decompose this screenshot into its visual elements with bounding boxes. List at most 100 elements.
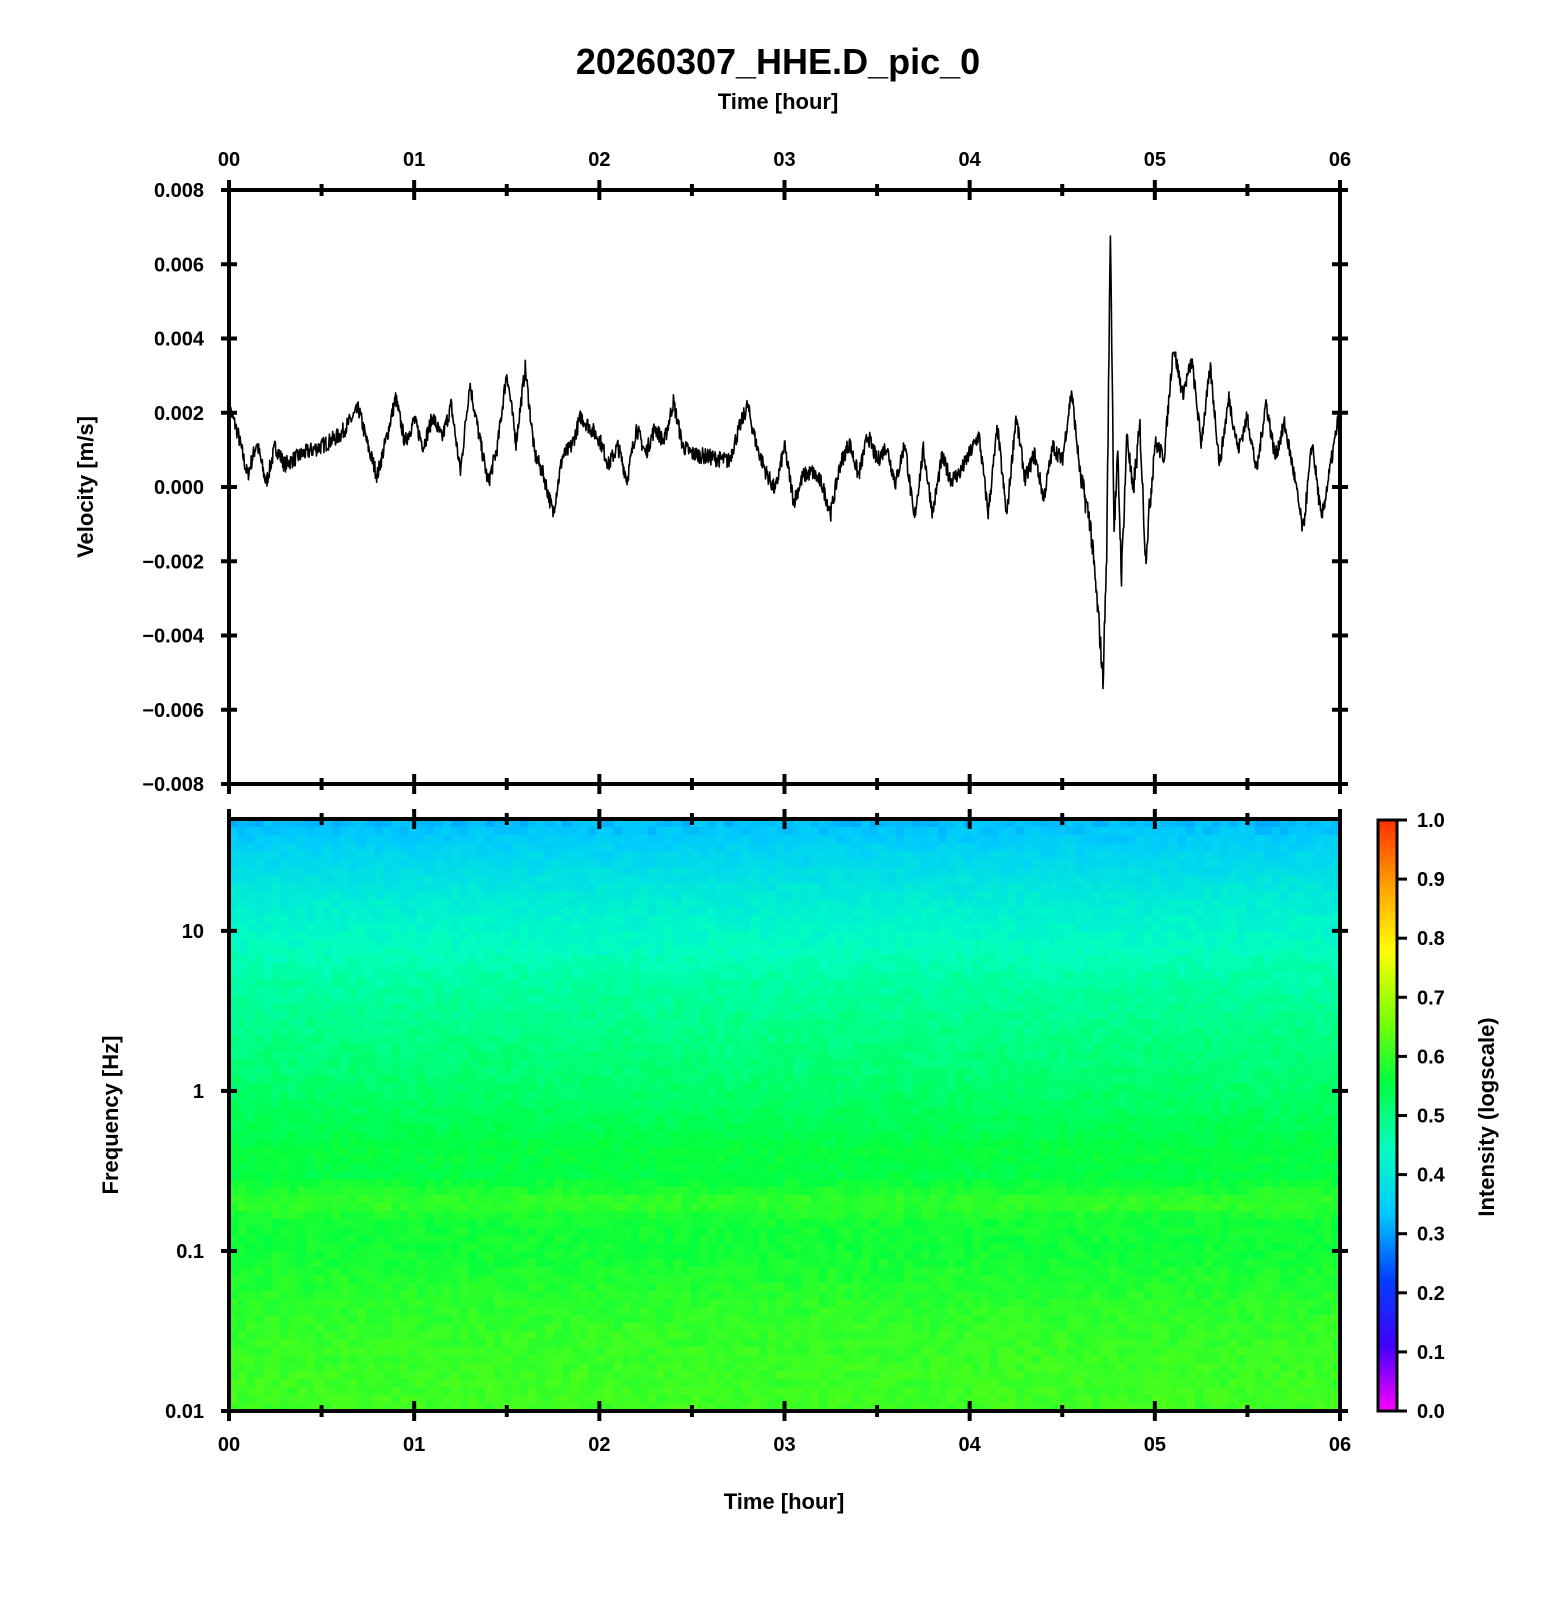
- spectrogram-cell: [587, 963, 598, 972]
- spectrogram-cell: [519, 971, 529, 980]
- spectrogram-cell: [442, 995, 452, 1004]
- spectrogram-cell: [1023, 947, 1033, 956]
- spectrogram-cell: [946, 1091, 957, 1100]
- spectrogram-cell: [775, 1107, 786, 1116]
- spectrogram-cell: [639, 923, 649, 932]
- spectrogram-cell: [1322, 1107, 1333, 1116]
- spectrogram-cell: [810, 955, 820, 964]
- spectrogram-cell: [1049, 1099, 1059, 1108]
- spectrogram-cell: [271, 819, 281, 828]
- spectrogram-cell: [1220, 1043, 1230, 1052]
- spectrogram-cell: [784, 955, 794, 964]
- spectrogram-cell: [801, 1019, 811, 1028]
- spectrogram-cell: [263, 883, 273, 892]
- spectrogram-cell: [323, 963, 333, 972]
- top-x-tick-label: 02: [588, 149, 610, 171]
- spectrogram-cell: [1143, 1059, 1153, 1068]
- spectrogram-cell: [998, 891, 1008, 900]
- spectrogram-cell: [699, 979, 709, 988]
- spectrogram-cell: [297, 915, 307, 924]
- spectrogram-cell: [972, 995, 982, 1004]
- spectrogram-cell: [1254, 931, 1264, 940]
- spectrogram-cell: [1015, 907, 1025, 916]
- spectrogram-cell: [912, 1107, 922, 1116]
- spectrogram-cell: [741, 835, 751, 844]
- spectrogram-cell: [681, 963, 692, 972]
- spectrogram-cell: [502, 867, 512, 876]
- spectrogram-cell: [323, 1075, 333, 1084]
- spectrogram-cell: [528, 1067, 538, 1076]
- spectrogram-cell: [895, 963, 905, 972]
- spectrogram-cell: [639, 1019, 649, 1028]
- spectrogram-cell: [1228, 1019, 1239, 1028]
- spectrogram-cell: [835, 899, 845, 908]
- spectrogram-cell: [1211, 1043, 1221, 1052]
- spectrogram-cell: [1263, 827, 1273, 836]
- spectrogram-cell: [938, 915, 948, 924]
- spectrogram-cell: [536, 1059, 546, 1068]
- spectrogram-cell: [852, 955, 863, 964]
- spectrogram-cell: [741, 843, 751, 852]
- spectrogram-cell: [929, 995, 939, 1004]
- spectrogram-cell: [1194, 1091, 1204, 1100]
- spectrogram-cell: [707, 1011, 717, 1020]
- spectrogram-cell: [246, 1107, 256, 1116]
- spectrogram-cell: [963, 1027, 974, 1036]
- spectrogram-cell: [699, 955, 709, 964]
- spectrogram-cell: [1203, 1115, 1213, 1124]
- spectrogram-cell: [562, 827, 572, 836]
- spectrogram-cell: [750, 851, 760, 860]
- spectrogram-cell: [1049, 1035, 1059, 1044]
- spectrogram-cell: [485, 955, 495, 964]
- spectrogram-cell: [690, 1035, 700, 1044]
- spectrogram-cell: [1305, 995, 1315, 1004]
- spectrogram-cell: [579, 883, 589, 892]
- spectrogram-cell: [511, 1099, 521, 1108]
- spectrogram-cell: [528, 867, 538, 876]
- spectrogram-cell: [1297, 939, 1307, 948]
- spectrogram-cell: [801, 1011, 811, 1020]
- spectrogram-cell: [673, 867, 683, 876]
- spectrogram-cell: [673, 947, 683, 956]
- spectrogram-cell: [613, 1067, 623, 1076]
- spectrogram-cell: [348, 979, 358, 988]
- spectrogram-cell: [1160, 867, 1170, 876]
- spectrogram-cell: [1186, 1059, 1196, 1068]
- spectrogram-cell: [408, 883, 418, 892]
- spectrogram-cell: [1220, 1067, 1230, 1076]
- spectrogram-cell: [1151, 1019, 1162, 1028]
- spectrogram-cell: [434, 963, 444, 972]
- spectrogram-cell: [1015, 875, 1025, 884]
- spectrogram-cell: [1228, 851, 1239, 860]
- spectrogram-cell: [1263, 1083, 1273, 1092]
- spectrogram-cell: [1280, 923, 1290, 932]
- spectrogram-cell: [314, 1027, 324, 1036]
- spectrogram-cell: [1057, 1003, 1068, 1012]
- spectrogram-cell: [1322, 1035, 1333, 1044]
- spectrogram-cell: [1117, 971, 1127, 980]
- spectrogram-cell: [681, 1003, 692, 1012]
- spectrogram-cell: [972, 907, 982, 916]
- spectrogram-cell: [955, 995, 965, 1004]
- spectrogram-cell: [793, 835, 803, 844]
- spectrogram-cell: [656, 1019, 666, 1028]
- spectrogram-cell: [348, 859, 358, 868]
- spectrogram-cell: [1271, 899, 1281, 908]
- spectrogram-cell: [1254, 915, 1264, 924]
- spectrogram-cell: [528, 883, 538, 892]
- spectrogram-cell: [810, 907, 820, 916]
- spectrogram-cell: [263, 1107, 273, 1116]
- spectrogram-cell: [955, 987, 965, 996]
- spectrogram-cell: [1126, 1003, 1136, 1012]
- spectrogram-cell: [1305, 979, 1315, 988]
- spectrogram-cell: [852, 883, 863, 892]
- spectrogram-cell: [1126, 963, 1136, 972]
- spectrogram-cell: [1040, 1107, 1051, 1116]
- spectrogram-cell: [741, 1075, 751, 1084]
- spectrogram-cell: [468, 851, 478, 860]
- spectrogram-cell: [733, 1019, 743, 1028]
- spectrogram-cell: [955, 883, 965, 892]
- spectrogram-cell: [305, 875, 316, 884]
- spectrogram-cell: [476, 867, 486, 876]
- spectrogram-cell: [1211, 1027, 1221, 1036]
